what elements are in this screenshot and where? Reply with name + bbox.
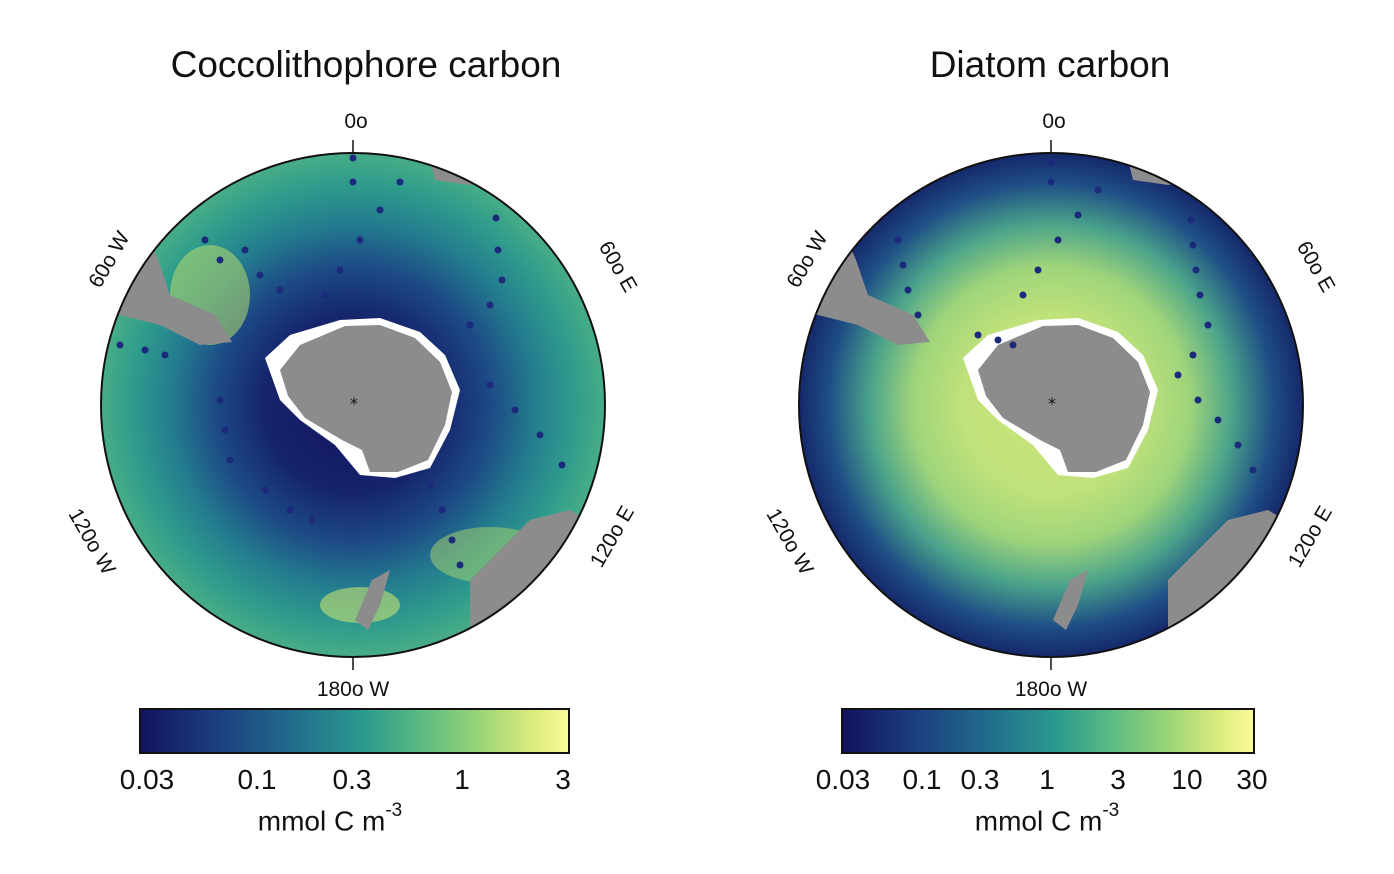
svg-text:*: * — [1048, 394, 1056, 413]
new-zealand-land — [1053, 570, 1088, 630]
left-tick-3: 1 — [454, 764, 470, 795]
right-tick-1: 0.1 — [902, 764, 942, 795]
lon-label-0: 0o — [344, 110, 367, 133]
lon-label-60e: 60o E — [594, 237, 641, 296]
right-panel-title: Diatom carbon — [929, 44, 1171, 85]
right-tick-0: 0.03 — [815, 764, 871, 795]
right-tick-5: 10 — [1171, 764, 1203, 795]
lon-label-120w: 120o W — [64, 505, 120, 579]
sample-tracks — [894, 158, 1257, 474]
lon-label-60w: 60o W — [84, 228, 134, 292]
lon-label-60e: 60o E — [1292, 237, 1339, 296]
svg-text:*: * — [350, 394, 358, 413]
new-zealand-land — [355, 570, 390, 630]
left-tick-2: 0.3 — [332, 764, 372, 795]
right-tick-6: 30 — [1236, 764, 1268, 795]
left-tick-1: 0.1 — [237, 764, 277, 795]
lon-label-180w: 180o W — [317, 678, 390, 700]
lon-label-180w: 180o W — [1015, 678, 1088, 700]
right-tick-2: 0.3 — [960, 764, 1000, 795]
lon-label-120w: 120o W — [762, 505, 818, 579]
lon-label-60w: 60o W — [782, 228, 832, 292]
lon-label-120e: 120o E — [1284, 502, 1337, 571]
right-colorbar — [841, 708, 1255, 754]
right-colorbar-unit: mmol C m-3 — [974, 800, 1120, 837]
left-colorbar — [139, 708, 570, 754]
left-tick-4: 3 — [555, 764, 571, 795]
coccolithophore-map: * 0o 60o E 120o E 180o W 120o W 60o W — [64, 110, 642, 700]
right-tick-3: 1 — [1039, 764, 1055, 795]
antarctica-land — [978, 325, 1150, 472]
lon-label-120e: 120o E — [586, 502, 639, 571]
diatom-map: * 0o 60o E 120o E 180o W 120o W 60o W — [762, 110, 1340, 700]
left-colorbar-unit: mmol C m-3 — [257, 800, 403, 837]
left-tick-0: 0.03 — [119, 764, 175, 795]
lon-label-0: 0o — [1042, 110, 1065, 133]
antarctica-land — [280, 325, 452, 472]
sample-tracks — [116, 154, 566, 569]
left-panel-title: Coccolithophore carbon — [170, 44, 562, 85]
right-tick-4: 3 — [1110, 764, 1126, 795]
